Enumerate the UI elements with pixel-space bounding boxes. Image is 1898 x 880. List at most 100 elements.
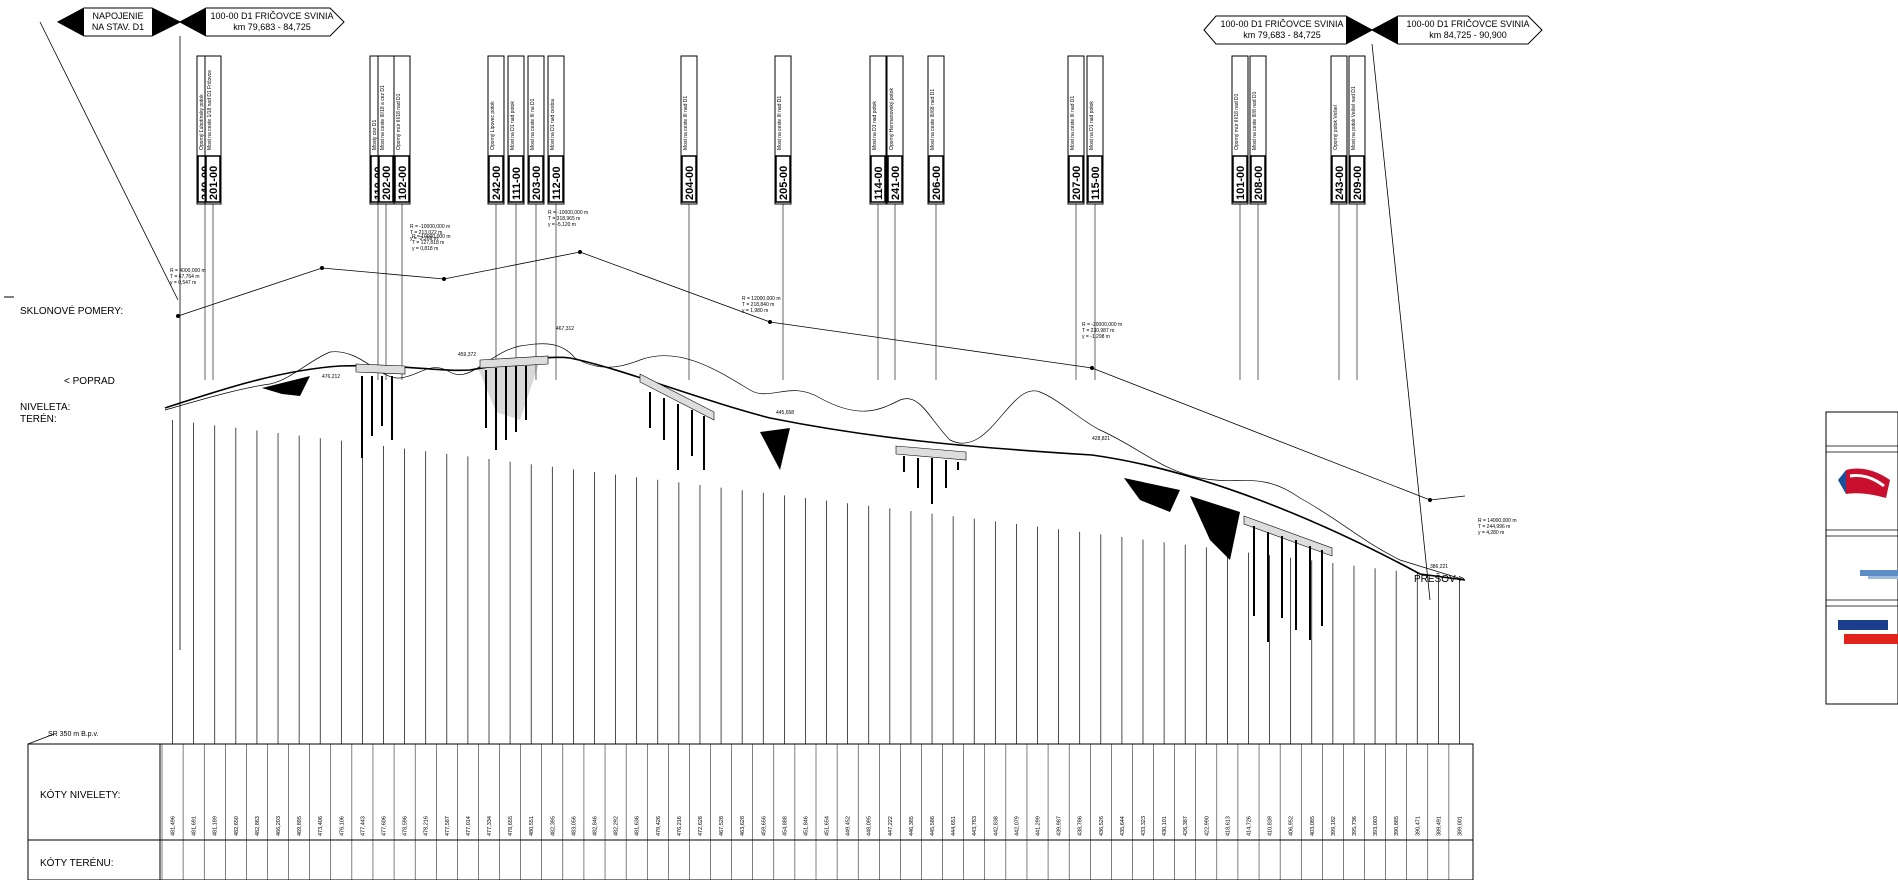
- curve-annotation: R = -10000,000 mT = 318,965 my = -5,120 …: [548, 210, 588, 228]
- svg-text:R = 12000,000 m: R = 12000,000 m: [742, 296, 781, 302]
- object-box-205-00: 205-00 Most na ceste III nad D1: [774, 55, 792, 380]
- spot-height: 459,372: [458, 352, 476, 358]
- svg-text:y = -5,120 m: y = -5,120 m: [548, 222, 576, 228]
- niveleta-cell: 482,846: [592, 816, 598, 836]
- main-ribbon-line2: km 79,683 - 84,725: [233, 22, 311, 32]
- niveleta-cell: 445,586: [930, 816, 936, 836]
- object-box-201-00: 201-00 Most na ceste 1/18 nad D1 Fričovce: [204, 55, 222, 380]
- object-desc: Most na ceste III/8 nad D1: [1252, 91, 1258, 150]
- object-desc: Oporný Hermanovský potok: [889, 88, 895, 150]
- object-box-111-00: 111-00 Most na D1 nad potok: [507, 55, 525, 380]
- niveleta-cell: 414,726: [1246, 816, 1252, 836]
- header-ribbon-right-a: 100-00 D1 FRIČOVCE SVINIA km 79,683 - 84…: [1203, 15, 1374, 45]
- spot-height: 386,221: [1430, 564, 1448, 570]
- vertex-markers: [176, 250, 1432, 502]
- niveleta-cell: 477,443: [360, 816, 366, 836]
- niveleta-cell: 430,101: [1162, 816, 1168, 836]
- left-ribbon-line1: NAPOJENIE: [92, 11, 143, 21]
- brand-mark: [1836, 743, 1860, 752]
- niveleta-cell: 463,628: [740, 816, 746, 836]
- niveleta-cell: 433,323: [1141, 816, 1147, 836]
- object-desc: Most na ceste III/18 a cez D1: [380, 85, 386, 150]
- niveleta-cell: 481,496: [171, 816, 177, 836]
- niveleta-cell: 476,106: [339, 816, 345, 836]
- niveleta-cell: 477,334: [487, 816, 493, 836]
- object-desc: Oporný potok Vešiel: [1333, 105, 1339, 150]
- niveleta-cell: 467,528: [719, 816, 725, 836]
- designer-logo: [1860, 570, 1898, 579]
- object-code: 115-00: [1090, 166, 1102, 200]
- object-box-114-00: 114-00 Most na D1 nad potok: [869, 55, 887, 380]
- niveleta-cell: 478,655: [508, 816, 514, 836]
- object-code: 209-00: [1352, 166, 1364, 200]
- object-desc: Most na ceste III nad D1: [777, 96, 783, 150]
- spot-height: 476,212: [322, 374, 340, 380]
- niveleta-cell: 426,387: [1183, 816, 1189, 836]
- object-box-202-00: 202-00 Most na ceste III/18 a cez D1: [377, 55, 395, 380]
- svg-text:R = 4000,000 m: R = 4000,000 m: [170, 268, 206, 274]
- station-lines: [172, 420, 1460, 744]
- curve-annotation: R = -20000,000 mT = 230,987 my = -1,298 …: [1082, 322, 1122, 340]
- niveleta-cell: 389,001: [1457, 816, 1463, 836]
- svg-text:T = 213,022 m: T = 213,022 m: [410, 230, 442, 236]
- object-code: 204-00: [684, 166, 696, 200]
- niveleta-cell: 410,839: [1268, 816, 1274, 836]
- object-box-206-00: 206-00 Most na ceste III/68 nad D1: [927, 55, 945, 380]
- object-box-241-00: 241-00 Oporný Hermanovský potok: [886, 55, 904, 380]
- right-ribbon-b-line1: 100-00 D1 FRIČOVCE SVINIA: [1406, 19, 1529, 29]
- object-desc: Oporný Ľubotínsky potok: [199, 94, 205, 150]
- svg-text:T = 230,987 m: T = 230,987 m: [1082, 328, 1114, 334]
- niveleta-cell: 451,846: [803, 816, 809, 836]
- niveleta-cell: 477,014: [466, 816, 472, 836]
- svg-text:T = 67,764 m: T = 67,764 m: [170, 274, 200, 280]
- object-code: 206-00: [931, 166, 943, 200]
- svg-text:T = 244,996 m: T = 244,996 m: [1478, 524, 1510, 530]
- niveleta-line: [164, 356, 1466, 581]
- sklonove-pomery-label: SKLONOVÉ POMERY:: [20, 304, 123, 317]
- niveleta-cell: 442,079: [1014, 816, 1020, 836]
- terrain-line: [164, 343, 1466, 581]
- niveleta-cell: 439,987: [1057, 816, 1063, 836]
- object-box-101-00: 101-00 Oporný múr III/18 nad D1: [1231, 55, 1249, 380]
- niveleta-cell: 477,606: [382, 816, 388, 836]
- teren-label: TERÉN:: [20, 412, 57, 425]
- niveleta-cell: 448,095: [867, 816, 873, 836]
- object-box-115-00: 115-00 Most na D1 nad potok: [1086, 55, 1104, 380]
- niveleta-cell: 406,952: [1289, 816, 1295, 836]
- ribbon-leaders: [39, 21, 1431, 650]
- table-row1-label: KÓTY NIVELETY:: [40, 788, 120, 801]
- cut-fill-areas: [262, 360, 1240, 560]
- right-ribbon-a-line1: 100-00 D1 FRIČOVCE SVINIA: [1220, 19, 1343, 29]
- niveleta-cell: 418,613: [1225, 816, 1231, 836]
- svg-text:T = 127,818 m: T = 127,818 m: [412, 240, 444, 246]
- main-ribbon-line1: 100-00 D1 FRIČOVCE SVINIA: [210, 11, 333, 21]
- svg-text:R = -10000,000 m: R = -10000,000 m: [410, 224, 450, 230]
- object-desc: Most na potok Vešiel nad D1: [1351, 86, 1357, 150]
- object-box-209-00: 209-00 Most na potok Vešiel nad D1: [1348, 55, 1366, 380]
- curve-annotation: R = 4000,000 mT = 67,764 my = 0,547 m: [170, 268, 206, 286]
- niveleta-cell: 476,216: [677, 816, 683, 836]
- investor-logo: [1838, 468, 1890, 498]
- object-code: 203-00: [531, 166, 543, 200]
- niveleta-cell: 444,651: [951, 816, 957, 836]
- object-desc: Oporný múr III/18 nad D1: [1234, 93, 1240, 150]
- niveleta-cell: 443,783: [972, 816, 978, 836]
- niveleta-cell: 435,644: [1120, 816, 1126, 836]
- curve-annotation: R = 14000,000 mT = 244,996 my = 4,280 m: [1478, 518, 1517, 536]
- curve-annotation: R = -10000,000 mT = 213,022 my = -2,269 …: [410, 224, 450, 242]
- object-desc: Most na ceste III na D1: [530, 98, 536, 150]
- svg-text:y = -1,298 m: y = -1,298 m: [1082, 334, 1110, 340]
- object-desc: Most na D1 nad cestou: [550, 98, 556, 150]
- svg-text:T = 218,840 m: T = 218,840 m: [742, 302, 774, 308]
- niveleta-cell: 482,650: [234, 816, 240, 836]
- svg-text:y = 4,280 m: y = 4,280 m: [1478, 530, 1504, 536]
- table-row2-label: KÓTY TERÉNU:: [40, 856, 114, 869]
- niveleta-cell: 479,426: [656, 816, 662, 836]
- svg-text:y = -2,269 m: y = -2,269 m: [410, 236, 438, 242]
- grade-tangents: [177, 251, 1466, 501]
- niveleta-cell: 482,292: [614, 816, 620, 836]
- title-block: [1825, 411, 1898, 752]
- niveleta-cell: 389,491: [1436, 816, 1442, 836]
- niveleta-cell: 403,085: [1310, 816, 1316, 836]
